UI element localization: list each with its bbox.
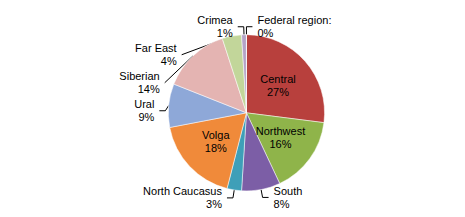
svg-text:Northwest: Northwest: [256, 125, 306, 137]
svg-text:8%: 8%: [274, 198, 290, 210]
svg-text:1%: 1%: [217, 27, 233, 39]
svg-text:18%: 18%: [205, 142, 227, 154]
svg-text:Ural: Ural: [134, 98, 154, 110]
svg-text:9%: 9%: [138, 111, 154, 123]
svg-text:4%: 4%: [161, 55, 177, 67]
svg-text:14%: 14%: [138, 83, 160, 95]
svg-text:Crimea: Crimea: [197, 14, 233, 26]
svg-text:3%: 3%: [206, 198, 222, 210]
svg-text:South: South: [274, 185, 303, 197]
svg-text:Far East: Far East: [135, 42, 177, 54]
svg-text:16%: 16%: [269, 138, 291, 150]
svg-text:0%: 0%: [257, 27, 273, 39]
svg-text:North Caucasus: North Caucasus: [143, 185, 222, 197]
svg-text:Siberian: Siberian: [119, 70, 159, 82]
svg-text:27%: 27%: [267, 86, 289, 98]
svg-text:Volga: Volga: [202, 129, 230, 141]
svg-text:Federal region:: Federal region:: [257, 14, 331, 26]
svg-text:Central: Central: [260, 73, 295, 85]
